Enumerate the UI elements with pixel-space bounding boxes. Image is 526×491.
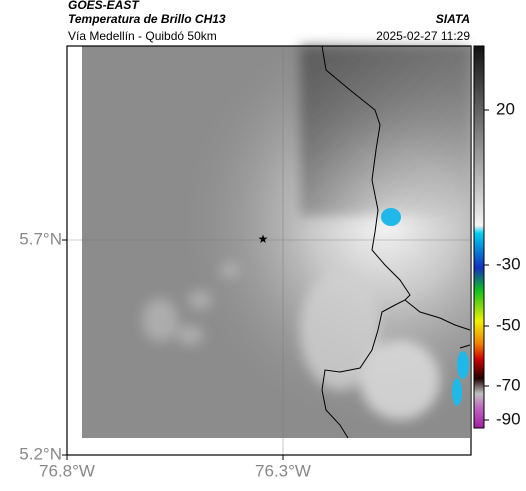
colorbar-label: -70: [496, 375, 521, 394]
subtitle: Temperatura de Brillo CH13: [68, 12, 226, 26]
satellite-image: ★: [66, 45, 472, 456]
colorbar-label: -30: [496, 254, 521, 273]
timestamp: 2025-02-27 11:29: [376, 29, 470, 43]
title: GOES-EAST: [68, 0, 140, 12]
source: SIATA: [436, 12, 470, 26]
colorbar-label: -90: [496, 409, 521, 428]
axes: 5.7°N 5.2°N76.8°W 76.3°W 20 -30 -50 -70 -90: [19, 99, 520, 480]
colorbar-label: 20: [496, 99, 515, 118]
lon-label: 76.8°W: [39, 461, 95, 480]
colorbar: [473, 45, 485, 429]
lon-label: 76.3°W: [255, 461, 311, 480]
lat-label: 5.7°N: [19, 229, 62, 248]
city-marker: ★: [258, 232, 269, 246]
colorbar-label: -50: [496, 315, 521, 334]
lat-label: 5.2°N: [19, 444, 62, 463]
region: Vía Medellín - Quibdó 50km: [68, 29, 217, 43]
